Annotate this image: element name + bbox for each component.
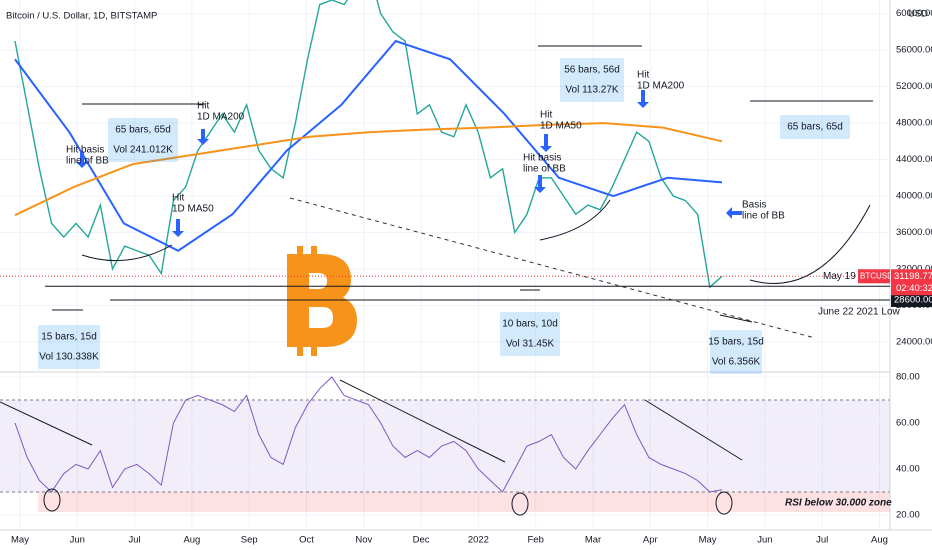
annotation-text: Vol 6.356K	[712, 357, 761, 368]
annotation-text: 10 bars, 10d	[502, 319, 558, 330]
x-tick-label: Jun	[757, 535, 772, 546]
annotation-box	[108, 118, 178, 162]
annotation-text: 1D MA50	[540, 121, 582, 132]
annotation-text: Vol 130.338K	[39, 352, 99, 363]
rsi-zone-label: RSI below 30.000 zone	[785, 498, 892, 509]
annotation-text: Vol 31.45K	[506, 339, 555, 350]
bitcoin-logo	[287, 246, 358, 356]
annotation-box	[780, 115, 850, 139]
y-tick-label: 60000.00	[896, 8, 932, 19]
curve	[81, 199, 871, 284]
countdown-label: 02:40:32	[896, 283, 932, 294]
annotation-text: 65 bars, 65d	[787, 122, 843, 133]
x-tick-label: Jul	[129, 535, 141, 546]
annotation-text: line of BB	[742, 211, 785, 222]
annotation-text: 15 bars, 15d	[41, 332, 97, 343]
x-tick-label: May	[699, 535, 717, 546]
annotation-text: Hit	[172, 193, 184, 204]
last-price-tag	[891, 269, 932, 296]
rsi-tick-label: 40.00	[896, 463, 920, 474]
annotation-text: Vol 113.27K	[565, 85, 619, 96]
symbol-label: BTCUSD	[860, 271, 893, 280]
series-line	[14, 122, 723, 217]
y-tick-label: 36000.00	[896, 227, 932, 238]
rsi-tick-label: 60.00	[896, 418, 920, 429]
arrow-lines	[0, 45, 873, 463]
trend-line	[289, 197, 816, 339]
x-tick-label: Apr	[643, 535, 658, 546]
annotation-text: Hit basis	[66, 145, 104, 156]
annotation-text: Hit basis	[523, 153, 561, 164]
rsi-circle	[43, 488, 61, 512]
annotation-text: 1D MA200	[637, 81, 685, 92]
annotation-text: Basis	[742, 200, 766, 211]
x-tick-label: Mar	[585, 535, 601, 546]
annotation-text: Hit	[637, 70, 649, 81]
annotation-text: Hit	[540, 110, 552, 121]
x-tick-label: Dec	[413, 535, 430, 546]
y-tick-label: 52000.00	[896, 81, 932, 92]
y-tick-label: 48000.00	[896, 118, 932, 129]
annotation-text: line of BB	[66, 156, 109, 167]
annotation-text: 1D MA200	[197, 112, 245, 123]
currency: USD	[908, 9, 928, 20]
y-tick-label: 32000.00	[896, 263, 932, 274]
rsi-line	[14, 376, 723, 493]
annotation-box	[38, 325, 100, 369]
x-tick-label: Aug	[871, 535, 888, 546]
rsi-band	[0, 400, 890, 492]
annotation-text: 65 bars, 65d	[115, 125, 171, 136]
x-tick-label: Sep	[241, 535, 258, 546]
rsi-low-zone	[38, 491, 890, 512]
x-tick-label: Feb	[528, 535, 544, 546]
y-tick-label: 56000.00	[896, 45, 932, 56]
annotation-text: 56 bars, 56d	[564, 65, 620, 76]
level-tag	[891, 292, 932, 307]
series-line	[14, 0, 723, 289]
symbol-tag	[858, 269, 890, 284]
y-tick-label: 24000.00	[896, 336, 932, 347]
annotation-text: 15 bars, 15d	[708, 337, 764, 348]
annotation-text: Vol 241.012K	[113, 145, 173, 156]
rsi-circle	[715, 491, 733, 515]
level-label: 28600.00	[894, 294, 932, 305]
rsi-tick-label: 20.00	[896, 509, 920, 520]
annotation-text: 1D MA50	[172, 204, 214, 215]
x-tick-label: Jul	[816, 535, 828, 546]
x-tick-label: Oct	[299, 535, 314, 546]
chart-title: Bitcoin / U.S. Dollar, 1D, BITSTAMP	[6, 11, 157, 22]
annotation-text: line of BB	[523, 164, 566, 175]
x-tick-label: Aug	[183, 535, 200, 546]
last-price-label: 31198.77	[894, 271, 932, 282]
y-tick-label: 44000.00	[896, 154, 932, 165]
rsi-panel	[0, 376, 890, 516]
x-tick-label: Jun	[70, 535, 85, 546]
x-tick-label: 2022	[468, 535, 489, 546]
price-panel	[14, 0, 723, 289]
decorations	[0, 0, 932, 531]
level-name: June 22 2021 Low	[818, 307, 901, 318]
annotation-box	[500, 312, 560, 356]
annotation-text: Hit	[197, 101, 209, 112]
rsi-circle	[511, 492, 529, 516]
annotation-box	[710, 330, 762, 374]
x-tick-label: Nov	[355, 535, 372, 546]
x-tick-label: May	[11, 535, 29, 546]
rsi-tick-label: 80.00	[896, 372, 920, 383]
annotation-box	[560, 58, 624, 102]
series-line	[14, 39, 723, 252]
y-tick-label: 40000.00	[896, 191, 932, 202]
